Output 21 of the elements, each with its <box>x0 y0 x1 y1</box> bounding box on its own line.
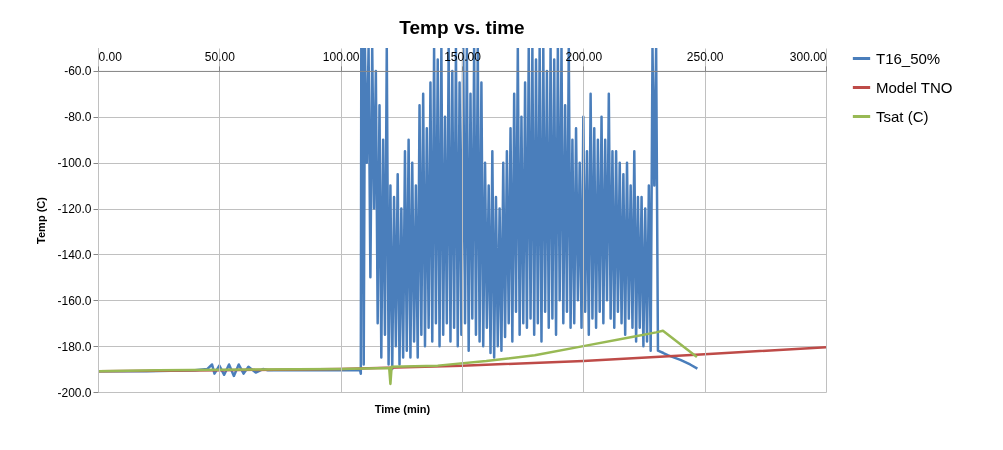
y-tick-label: -60.0 <box>64 64 92 79</box>
y-tick-label: -120.0 <box>57 202 92 217</box>
y-tick-label: -180.0 <box>57 339 92 354</box>
y-tick-label: -80.0 <box>64 110 92 125</box>
x-tick-label: 250.00 <box>686 50 724 65</box>
legend-label: Tsat (C) <box>876 107 929 125</box>
x-tick-label: 150.00 <box>444 50 482 65</box>
legend-label: Model TNO <box>876 78 953 96</box>
y-tick-label: -100.0 <box>57 156 92 171</box>
y-tick-label: -200.0 <box>57 385 92 400</box>
line-series <box>98 329 699 386</box>
x-tick-label: 100.00 <box>322 50 360 65</box>
y-tick-label: -140.0 <box>57 247 92 262</box>
x-tick-label: 0.00 <box>98 50 123 65</box>
x-axis-title: Time (min) <box>374 402 431 415</box>
chart-title: Temp vs. time <box>399 17 525 38</box>
legend-label: T16_50% <box>876 49 941 67</box>
y-axis-title: Temp (C) <box>35 196 48 244</box>
y-tick-label: -160.0 <box>57 293 92 308</box>
x-tick-label: 50.00 <box>204 50 236 65</box>
x-tick-label: 300.00 <box>789 50 827 65</box>
